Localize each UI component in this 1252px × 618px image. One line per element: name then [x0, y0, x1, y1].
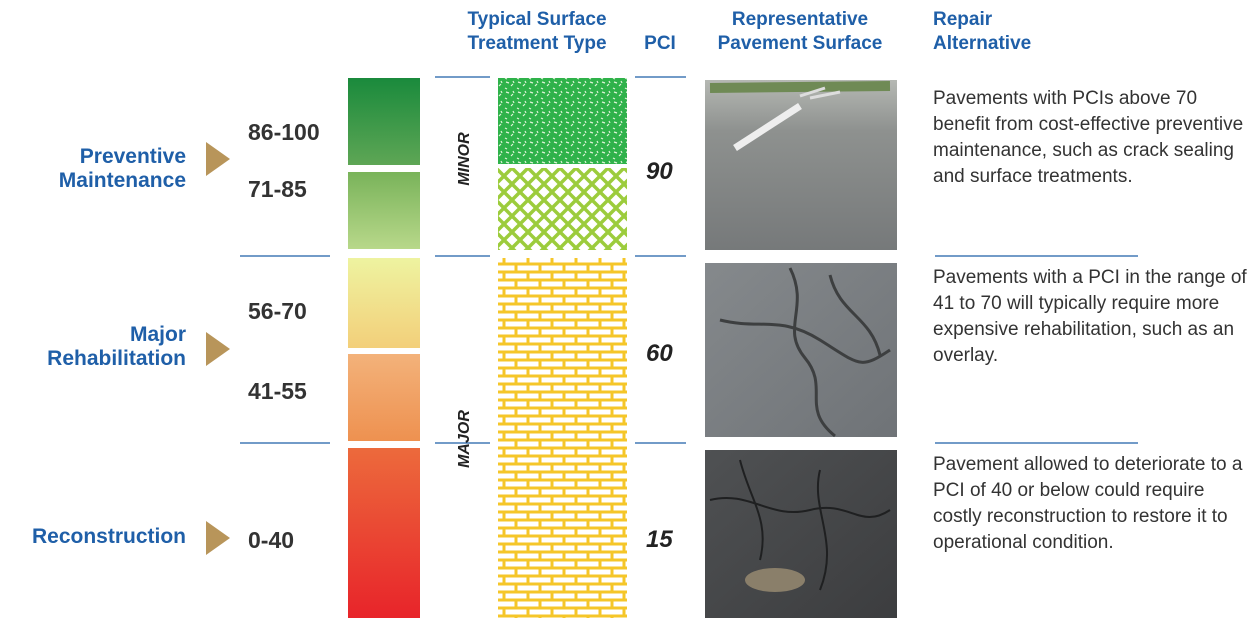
- pci-range: 71-85: [248, 176, 307, 203]
- description: Pavements with a PCI in the range of 41 …: [933, 265, 1248, 369]
- photos: [705, 80, 897, 618]
- pci-value: 60: [646, 340, 673, 368]
- header: Typical Surface Treatment Type: [437, 8, 637, 56]
- category: Reconstruction: [0, 525, 186, 549]
- pci-value: 90: [646, 158, 673, 186]
- header: Repair Alternative: [933, 8, 1033, 56]
- color-scale: [348, 78, 420, 618]
- treatment-label: MAJOR: [456, 409, 474, 469]
- pci-value: 15: [646, 526, 673, 554]
- description: Pavement allowed to deteriorate to a PCI…: [933, 452, 1248, 556]
- category: Preventive Maintenance: [0, 145, 186, 193]
- infographic: Typical Surface Treatment Type PCI Repre…: [0, 0, 1252, 618]
- header: Representative Pavement Surface: [700, 8, 900, 56]
- pci-range: 41-55: [248, 378, 307, 405]
- pci-range: 86-100: [248, 119, 320, 146]
- pci-range: 0-40: [248, 527, 294, 554]
- pci-range: 56-70: [248, 298, 307, 325]
- header: PCI: [640, 32, 680, 56]
- treatment-patterns: [498, 78, 627, 618]
- treatment-label: MINOR: [456, 129, 474, 189]
- arrows: [206, 142, 230, 555]
- description: Pavements with PCIs above 70 benefit fro…: [933, 86, 1248, 190]
- category: Major Rehabilitation: [0, 323, 186, 371]
